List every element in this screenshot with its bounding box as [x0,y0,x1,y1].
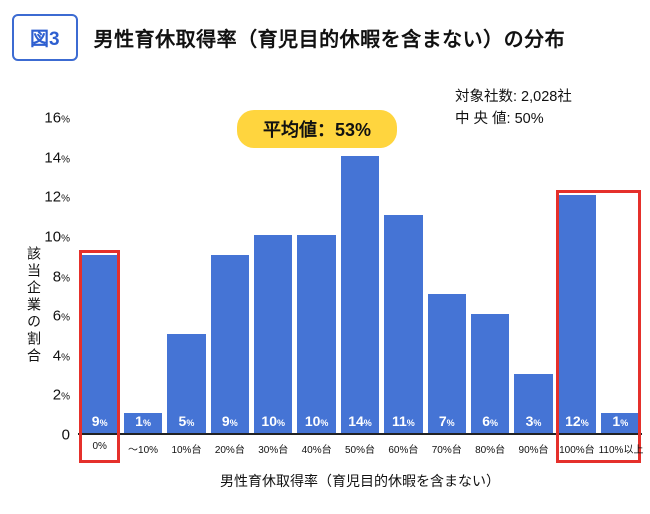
chart-header: 図3 男性育休取得率（育児目的休暇を含まない）の分布 [12,14,565,61]
bar-value-label: 3% [525,413,542,429]
bar [80,254,119,433]
stats-block: 対象社数: 2,028社 中 央 値: 50% [455,86,572,130]
bar [384,215,423,433]
x-tick-label: 40%台 [301,445,332,456]
highlight-box [79,249,121,463]
y-tick-label: 0 [61,426,70,444]
bar [601,413,640,433]
bar-value-label: 9% [221,413,238,429]
bar-value-label: 10% [261,413,286,429]
plot-area: 9% 1% 5% 9% 10% 10% 14% 11% 7% 6% 3% 12% 1% [78,118,642,463]
y-tick-label: 10% [44,228,70,246]
bar [514,373,553,433]
highlight-box [556,190,641,463]
figure-badge: 図3 [12,14,78,61]
y-tick-label: 12% [44,188,70,206]
x-tick-label: ～10% [128,445,159,456]
bar [427,294,466,433]
x-axis-title: 男性育休取得率（育児目的休暇を含まない） [220,473,500,489]
y-tick-label: 14% [44,149,70,167]
y-axis-ticks: 16% 14% 12% 10% 8% 6% 4% 2% 0 [34,110,74,444]
x-tick-label: 0% [92,441,107,452]
bar [557,195,597,433]
stat-companies: 対象社数: 2,028社 [455,89,572,105]
x-tick-label: 10%台 [171,445,202,456]
bar [297,234,336,433]
x-tick-label: 110%以上 [598,445,644,456]
y-tick-label: 6% [52,307,70,325]
stat-median: 中 央 値: 50% [455,111,544,127]
x-tick-label: 70%台 [431,445,462,456]
bar-value-label: 1% [612,413,629,429]
bar-value-label: 5% [178,413,195,429]
y-axis-label: 該当企業の割合 [26,246,42,365]
bar-value-label: 11% [391,413,415,429]
bar-value-label: 12% [565,413,589,429]
bar [340,155,380,433]
y-tick-label: 4% [52,347,70,365]
y-tick-label: 2% [52,386,70,404]
x-tick-label: 80%台 [475,445,506,456]
x-tick-label: 50%台 [344,445,375,456]
bar-value-label: 1% [135,413,151,429]
x-axis-ticks: 0% ～10% 10%台 20%台 30%台 40%台 50%台 60%台 70%台 80%台 90… [78,441,644,457]
bar [210,254,250,433]
bar [254,234,293,433]
page-title: 男性育休取得率（育児目的休暇を含まない）の分布 [93,29,566,51]
bar-value-label: 9% [91,413,108,429]
x-tick-label: 90%台 [518,445,549,456]
bar-value-label: 14% [348,413,372,429]
bar-value-label: 10% [304,413,329,429]
y-tick-label: 8% [52,268,70,285]
bar-value-label: 6% [482,413,499,429]
x-tick-label: 30%台 [258,445,289,456]
bar [470,314,510,433]
y-tick-label: 16% [44,109,70,127]
bar [123,413,163,433]
average-badge: 平均値：53% [237,110,398,148]
bar-value-label: 7% [438,413,455,429]
x-tick-label: 20%台 [214,445,245,456]
x-tick-label: 60%台 [388,445,419,456]
x-tick-label: 100%台 [559,445,595,456]
bar [167,333,206,433]
